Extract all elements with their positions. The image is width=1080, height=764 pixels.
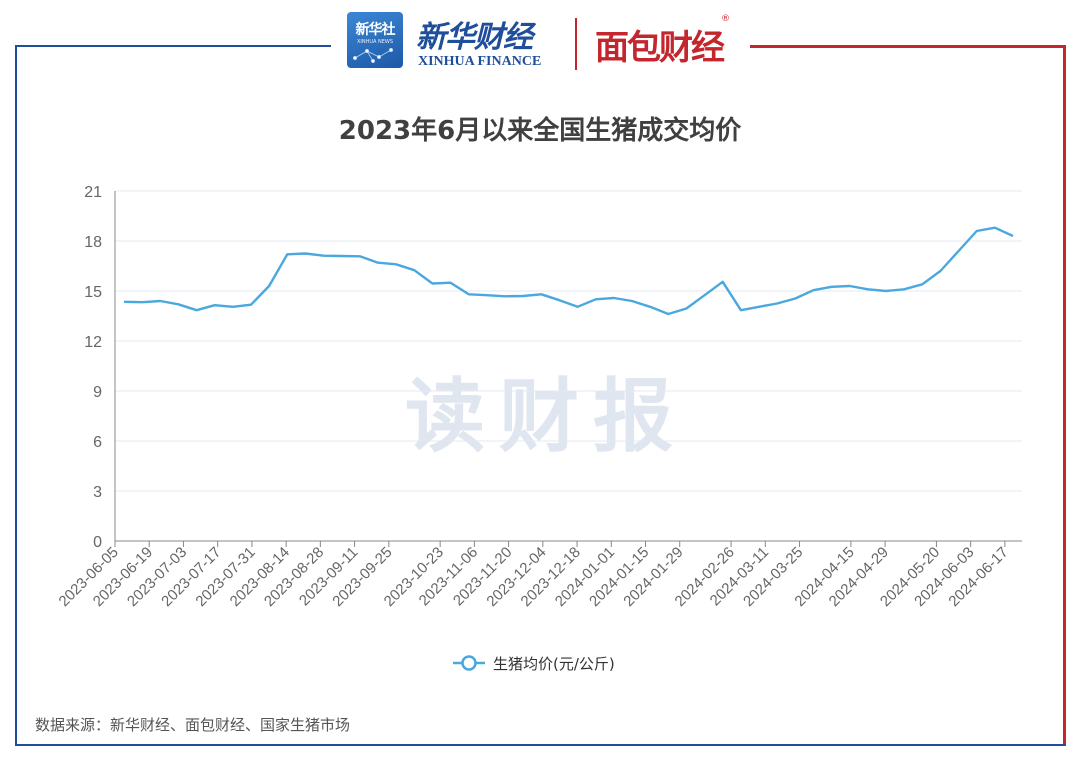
y-tick-label: 18 [84,234,102,251]
frame-bottom-border [15,744,1066,746]
chart-title: 2023年6月以来全国生猪成交均价 [338,116,742,146]
mianbao-finance-logo-text: 面包财经 [595,28,725,68]
y-tick-label: 12 [84,334,102,351]
xinhua-finance-logo: 新华财经 XINHUA FINANCE [414,8,564,72]
watermark: 读财报 [405,370,687,463]
y-tick-label: 9 [93,384,102,401]
y-tick-label: 21 [84,184,102,201]
y-tick-label: 6 [93,434,102,451]
network-dots-icon [353,48,394,63]
legend-label: 生猪均价(元/公斤) [493,655,615,673]
data-source-note: 数据来源：新华财经、面包财经、国家生猪市场 [35,716,351,734]
xinhua-news-logo-subtext: XINHUA NEWS [356,39,394,45]
legend-circle-marker [461,655,477,671]
xinhua-finance-logo-subtext: XINHUA FINANCE [418,54,542,69]
y-tick-label: 3 [93,484,102,501]
xinhua-news-logo-text: 新华社 [355,22,396,38]
logo-separator [575,18,577,70]
registered-mark: ® [721,14,730,24]
frame-top-right-border [750,45,1066,48]
frame-top-left-border [15,45,331,47]
mianbao-finance-logo: 面包财经 ® [595,14,740,68]
frame-right-border [1063,46,1066,746]
series-line [123,226,1014,316]
frame-left-border [15,46,17,746]
xinhua-finance-logo-text: 新华财经 [416,20,533,55]
y-tick-label: 0 [93,534,102,551]
y-tick-label: 15 [84,284,102,301]
xinhua-news-logo: 新华社 XINHUA NEWS [347,12,403,68]
